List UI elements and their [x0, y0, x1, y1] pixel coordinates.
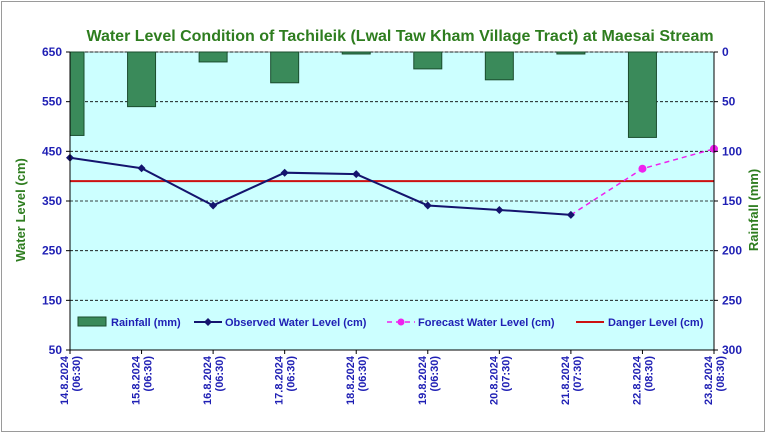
- x-tick-label: 19.8.2024(06:30): [417, 355, 441, 405]
- legend-rainfall-swatch: [77, 316, 107, 327]
- y2-tick-label: 300: [722, 343, 742, 357]
- x-tick-label: 18.8.2024(06:30): [345, 355, 369, 405]
- observed-point: [280, 168, 289, 177]
- observed-point: [495, 205, 504, 214]
- x-tick-time: (06:30): [429, 356, 441, 392]
- x-tick-date: 18.8.2024: [345, 355, 357, 405]
- x-tick-label: 15.8.2024(06:30): [131, 355, 155, 405]
- legend-observed-marker: [204, 318, 212, 326]
- y2-axis-title: Rainfall (mm): [746, 169, 761, 251]
- x-tick-label: 21.8.2024(07:30): [560, 355, 584, 405]
- y-axis-title: Water Level (cm): [13, 158, 28, 262]
- y-tick-label: 650: [42, 45, 62, 59]
- x-tick-time: (06:30): [357, 356, 369, 392]
- rainfall-bar: [270, 51, 300, 84]
- y-tick-label: 50: [49, 343, 63, 357]
- rainfall-bar: [556, 51, 586, 55]
- rainfall-bar: [627, 51, 657, 138]
- axes: 50 150 250 350 450 550 650 0 50 100 150 200 250 300 14…: [42, 45, 742, 405]
- rainfall-bars: [69, 51, 657, 138]
- x-tick-date: 16.8.2024: [202, 355, 214, 405]
- observed-point: [137, 164, 146, 173]
- y-tick-label: 350: [42, 194, 62, 208]
- legend-rainfall-label: Rainfall (mm): [111, 317, 181, 329]
- x-tick-time: (06:30): [143, 356, 155, 392]
- observed-point: [209, 201, 218, 210]
- x-tick-label: 16.8.2024(06:30): [202, 355, 226, 405]
- observed-water-level-line: [69, 156, 571, 216]
- x-tick-time: (06:30): [286, 356, 298, 392]
- x-tick-label: 14.8.2024(06:30): [59, 355, 83, 405]
- x-tick-date: 21.8.2024: [560, 355, 572, 405]
- y2-tick-label: 50: [722, 95, 736, 109]
- observed-point: [566, 210, 575, 219]
- y2-tick-label: 250: [722, 293, 742, 307]
- x-tick-date: 17.8.2024: [274, 355, 286, 405]
- x-tick-date: 22.8.2024: [631, 355, 643, 405]
- rainfall-bar: [69, 51, 85, 136]
- rainfall-bar: [127, 51, 157, 108]
- x-tick-time: (07:30): [572, 356, 584, 392]
- chart-title: Water Level Condition of Tachileik (Lwal…: [86, 28, 713, 45]
- y-tick-label: 450: [42, 144, 62, 158]
- y2-tick-label: 100: [722, 144, 742, 158]
- rainfall-bar: [484, 51, 514, 81]
- x-tick-time: (08:30): [643, 356, 655, 392]
- x-tick-time: (07:30): [500, 356, 512, 392]
- legend-forecast-marker: [397, 318, 405, 326]
- x-tick-date: 20.8.2024: [488, 355, 500, 405]
- x-tick-time: (08:30): [715, 356, 727, 392]
- x-tick-date: 23.8.2024: [703, 355, 715, 405]
- rainfall-bar: [413, 51, 443, 70]
- x-tick-label: 17.8.2024(06:30): [274, 355, 298, 405]
- y-tick-label: 250: [42, 244, 62, 258]
- observed-point: [352, 170, 361, 179]
- x-tick-date: 14.8.2024: [59, 355, 71, 405]
- x-tick-label: 20.8.2024(07:30): [488, 355, 512, 405]
- x-tick-time: (06:30): [214, 356, 226, 392]
- y2-tick-label: 150: [722, 194, 742, 208]
- forecast-point: [638, 164, 647, 173]
- x-tick-label: 23.8.2024(08:30): [703, 355, 727, 405]
- rainfall-bar: [198, 51, 228, 63]
- legend-danger-label: Danger Level (cm): [608, 317, 704, 329]
- observed-point: [423, 201, 432, 210]
- y2-tick-label: 200: [722, 244, 742, 258]
- legend-observed-label: Observed Water Level (cm): [225, 317, 367, 329]
- legend-forecast-label: Forecast Water Level (cm): [418, 317, 555, 329]
- y-tick-label: 550: [42, 95, 62, 109]
- rainfall-bar: [341, 51, 371, 55]
- x-tick-date: 15.8.2024: [131, 355, 143, 405]
- x-tick-time: (06:30): [71, 356, 83, 392]
- gridlines: [70, 51, 714, 301]
- y2-tick-label: 0: [722, 45, 729, 59]
- x-tick-date: 19.8.2024: [417, 355, 429, 405]
- x-tick-label: 22.8.2024(08:30): [631, 355, 655, 405]
- y-tick-label: 150: [42, 293, 62, 307]
- legend: Rainfall (mm) Observed Water Level (cm) Fo…: [77, 316, 704, 329]
